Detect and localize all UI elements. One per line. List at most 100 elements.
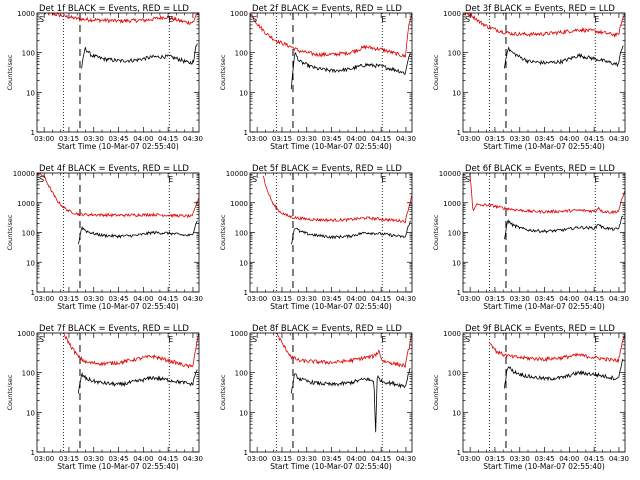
x-tick-label: 03:30: [297, 455, 317, 463]
y-tick-label: 10: [452, 409, 461, 417]
panel-9f: Det 9f BLACK = Events, RED = LLD 1 10 100 10…: [432, 324, 629, 471]
panel-title: Det 9f BLACK = Events, RED = LLD: [465, 324, 615, 334]
x-tick-label: 03:15: [485, 135, 505, 143]
series-lld-line: [262, 175, 412, 224]
panel-title: Det 6f BLACK = Events, RED = LLD: [465, 164, 615, 174]
x-tick-label: 04:00: [133, 135, 153, 143]
start-marker-label: S: [39, 15, 44, 24]
end-marker-label: E: [594, 335, 599, 344]
y-axis-label: Counts/sec: [432, 214, 440, 250]
x-tick-label: 03:45: [534, 135, 554, 143]
x-tick-label: 04:30: [609, 455, 629, 463]
x-tick-label: 04:15: [584, 295, 604, 303]
x-tick-label: 04:30: [183, 455, 203, 463]
x-tick-label: 03:00: [247, 135, 267, 143]
plot-frame: [249, 172, 413, 293]
x-tick-label: 03:30: [84, 135, 104, 143]
series-lld-line: [489, 333, 625, 363]
y-tick-label: 10000: [13, 170, 35, 178]
x-tick-label: 04:30: [609, 135, 629, 143]
panel-1f: Det 1f BLACK = Events, RED = LLD 1 10 100 10…: [6, 4, 203, 151]
series-group: [469, 173, 625, 240]
series-lld-line: [463, 13, 625, 38]
panel-title: Det 1f BLACK = Events, RED = LLD: [39, 4, 189, 14]
end-marker-label: E: [168, 335, 173, 344]
x-tick-label: 03:15: [272, 135, 292, 143]
panel-7f: Det 7f BLACK = Events, RED = LLD 1 10 100 10…: [6, 324, 203, 471]
x-axis-label: Start Time (10-Mar-07 02:55:40): [270, 462, 392, 471]
x-tick-label: 04:15: [158, 295, 178, 303]
y-tick-label: 1: [457, 289, 461, 297]
x-tick-label: 04:15: [371, 295, 391, 303]
panel-2f: Det 2f BLACK = Events, RED = LLD 1 10 100 10…: [219, 4, 416, 151]
x-axis-label: Start Time (10-Mar-07 02:55:40): [483, 462, 605, 471]
y-tick-label: 100: [448, 370, 461, 378]
y-tick-label: 1000: [17, 200, 35, 208]
x-tick-label: 04:30: [396, 455, 416, 463]
x-tick-label: 04:30: [396, 295, 416, 303]
series-lld-line: [43, 13, 199, 26]
series-group: [250, 13, 412, 90]
x-tick-label: 03:30: [84, 455, 104, 463]
y-tick-label: 10000: [439, 170, 461, 178]
panel-title: Det 4f BLACK = Events, RED = LLD: [39, 164, 189, 174]
plot-frame: [36, 332, 200, 453]
end-marker-label: E: [594, 175, 599, 184]
panel-6f: Det 6f BLACK = Events, RED = LLD 1 10 100 10…: [432, 164, 629, 311]
series-group: [276, 333, 412, 433]
y-tick-label: 1: [31, 449, 35, 457]
plot-frame: [249, 332, 413, 453]
y-tick-label: 100: [22, 370, 35, 378]
y-tick-label: 1000: [17, 330, 35, 338]
y-axis-label: Counts/sec: [219, 214, 227, 250]
start-marker-label: S: [252, 175, 257, 184]
y-tick-label: 10: [239, 89, 248, 97]
x-tick-label: 03:00: [247, 455, 267, 463]
series-events-line: [290, 51, 411, 90]
y-axis-label: Counts/sec: [432, 54, 440, 90]
end-marker-label: E: [381, 175, 386, 184]
panel-5f: Det 5f BLACK = Events, RED = LLD 1 10 100 10…: [219, 164, 416, 311]
x-tick-label: 04:00: [559, 295, 579, 303]
plot-frame: [462, 332, 626, 453]
x-tick-label: 03:45: [321, 135, 341, 143]
series-group: [463, 13, 625, 69]
x-tick-label: 03:45: [108, 455, 128, 463]
y-tick-label: 100: [448, 50, 461, 58]
x-tick-label: 03:00: [460, 295, 480, 303]
y-tick-label: 1000: [443, 330, 461, 338]
x-tick-label: 03:00: [34, 295, 54, 303]
y-tick-label: 100: [22, 50, 35, 58]
x-tick-label: 04:15: [584, 455, 604, 463]
x-tick-label: 03:15: [272, 455, 292, 463]
y-tick-label: 10: [239, 259, 248, 267]
y-axis-label: Counts/sec: [219, 374, 227, 410]
start-marker-label: S: [465, 175, 470, 184]
panel-title: Det 8f BLACK = Events, RED = LLD: [252, 324, 402, 334]
plot-frame: [36, 172, 200, 293]
x-axis-label: Start Time (10-Mar-07 02:55:40): [57, 142, 179, 151]
y-axis-label: Counts/sec: [219, 54, 227, 90]
start-marker-label: S: [252, 15, 257, 24]
x-axis-label: Start Time (10-Mar-07 02:55:40): [57, 302, 179, 311]
y-tick-label: 1000: [17, 10, 35, 18]
y-axis-label: Counts/sec: [6, 54, 14, 90]
y-tick-label: 10: [452, 259, 461, 267]
y-tick-label: 1: [244, 289, 248, 297]
x-tick-label: 03:15: [59, 455, 79, 463]
x-axis-label: Start Time (10-Mar-07 02:55:40): [270, 142, 392, 151]
panel-3f: Det 3f BLACK = Events, RED = LLD 1 10 100 10…: [432, 4, 629, 151]
end-marker-label: E: [168, 175, 173, 184]
y-tick-label: 1: [31, 289, 35, 297]
series-events-line: [77, 220, 198, 245]
y-tick-label: 10000: [226, 170, 248, 178]
y-tick-label: 1000: [230, 330, 248, 338]
x-tick-label: 03:45: [321, 455, 341, 463]
series-group: [63, 333, 199, 394]
x-tick-label: 04:00: [346, 455, 366, 463]
y-tick-label: 1: [457, 449, 461, 457]
y-axis-label: Counts/sec: [432, 374, 440, 410]
x-tick-label: 04:00: [559, 135, 579, 143]
y-tick-label: 100: [235, 50, 248, 58]
